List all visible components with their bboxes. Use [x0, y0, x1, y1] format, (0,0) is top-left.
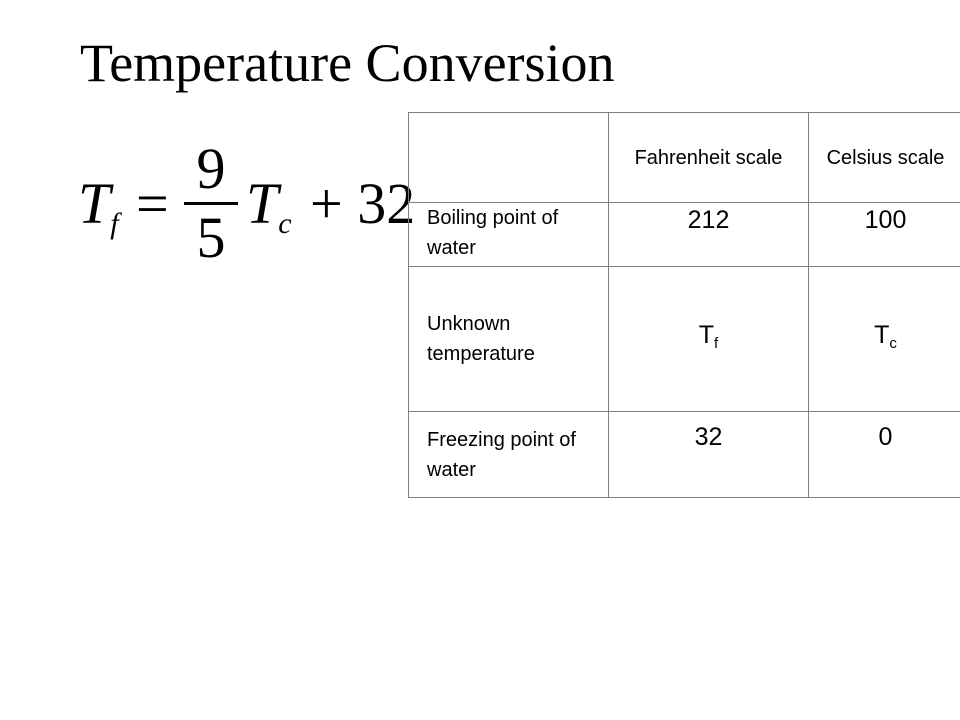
- formula-denominator: 5: [196, 205, 226, 270]
- table-header-cell: [408, 112, 609, 203]
- formula-lhs-symbol: T: [78, 171, 111, 236]
- row-label-freezing: Freezing point of water: [408, 411, 609, 498]
- table-header-celsius: Celsius scale: [808, 112, 960, 203]
- formula-fraction: 9 5: [182, 138, 240, 269]
- formula-lhs-subscript: f: [110, 207, 119, 240]
- conversion-formula: Tf = 9 5 Tc + 32: [78, 138, 415, 269]
- fraction-bar: [184, 202, 238, 205]
- cell-fahrenheit-unknown: Tf: [608, 266, 809, 412]
- cell-fahrenheit-freezing: 32: [608, 411, 809, 498]
- tc-subscript: c: [889, 334, 897, 352]
- formula-rhs-symbol: T: [246, 171, 279, 236]
- table-row: Freezing point of water 32 0: [408, 411, 960, 498]
- table-row: Unknown temperature Tf Tc: [408, 266, 960, 412]
- tc-symbol: T: [874, 320, 890, 349]
- formula-numerator: 9: [196, 136, 226, 201]
- table-header-fahrenheit: Fahrenheit scale: [608, 112, 809, 203]
- cell-celsius-boiling: 100: [808, 202, 960, 267]
- formula-addend: + 32: [310, 171, 416, 236]
- formula-lhs: Tf: [78, 174, 119, 254]
- tf-symbol: T: [698, 320, 715, 349]
- cell-celsius-unknown: Tc: [808, 266, 960, 412]
- temperature-table: Fahrenheit scale Celsius scale Boiling p…: [408, 112, 960, 498]
- slide-title: Temperature Conversion: [80, 33, 615, 93]
- row-label-boiling: Boiling point of water: [408, 202, 609, 267]
- formula-rhs-subscript: c: [278, 207, 292, 240]
- row-label-unknown: Unknown temperature: [408, 266, 609, 412]
- table-row: Boiling point of water 212 100: [408, 202, 960, 267]
- table-header-row: Fahrenheit scale Celsius scale: [408, 112, 960, 203]
- cell-fahrenheit-boiling: 212: [608, 202, 809, 267]
- formula-equals: =: [136, 171, 169, 236]
- tf-subscript: f: [714, 334, 719, 352]
- formula-rhs: Tc: [246, 174, 292, 254]
- cell-celsius-freezing: 0: [808, 411, 960, 498]
